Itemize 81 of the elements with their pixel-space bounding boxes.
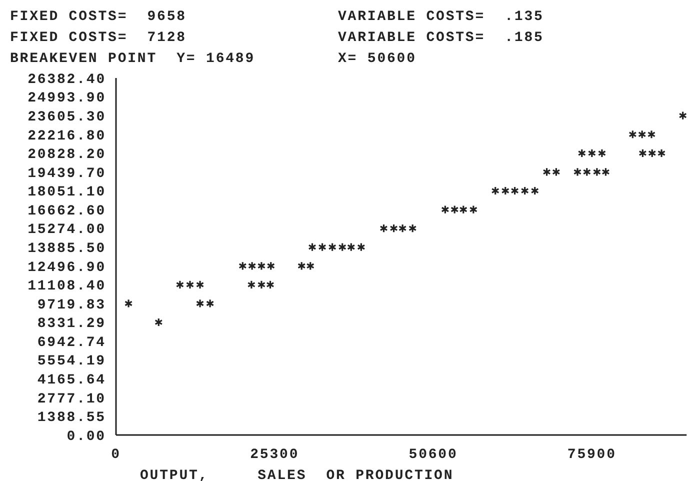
y-tick-label: 12496.90 bbox=[28, 260, 106, 276]
text: X= 50600 bbox=[338, 51, 416, 67]
point bbox=[598, 148, 606, 158]
point bbox=[628, 130, 637, 139]
text: FIXED COSTS= 9658 bbox=[10, 9, 186, 25]
point bbox=[196, 298, 204, 308]
point bbox=[238, 261, 247, 270]
text: VARIABLE COSTS= .185 bbox=[338, 30, 544, 46]
point bbox=[588, 148, 596, 158]
y-tick-label: 22216.80 bbox=[28, 128, 106, 144]
point bbox=[520, 186, 529, 196]
point bbox=[154, 318, 163, 327]
y-tick-label: 6942.74 bbox=[37, 334, 106, 351]
point bbox=[357, 242, 366, 252]
y-tick-label: 24993.90 bbox=[28, 90, 106, 107]
point bbox=[298, 261, 306, 270]
point bbox=[602, 167, 610, 177]
y-tick-label: 11108.40 bbox=[28, 278, 106, 295]
point bbox=[491, 186, 500, 196]
y-tick-label: 20828.20 bbox=[28, 147, 106, 164]
y-tick-label: 13885.50 bbox=[28, 241, 106, 258]
point bbox=[578, 148, 586, 158]
point bbox=[657, 148, 666, 158]
point bbox=[678, 110, 687, 120]
point bbox=[501, 186, 510, 196]
y-tick-label: 9719.83 bbox=[37, 297, 106, 314]
point bbox=[408, 224, 417, 233]
point bbox=[206, 298, 214, 308]
point bbox=[582, 167, 591, 177]
point bbox=[648, 148, 656, 158]
y-tick-label: 2777.10 bbox=[37, 391, 106, 408]
point bbox=[552, 167, 560, 177]
point bbox=[248, 261, 256, 270]
point bbox=[469, 204, 478, 214]
point bbox=[592, 167, 602, 177]
y-tick-label: 26382.40 bbox=[28, 72, 106, 88]
point bbox=[573, 167, 582, 177]
point bbox=[510, 186, 519, 196]
point bbox=[380, 224, 388, 233]
point bbox=[328, 242, 336, 252]
point bbox=[638, 148, 647, 158]
y-tick-label: 8331.29 bbox=[37, 316, 106, 332]
y-tick-label: 4165.64 bbox=[37, 372, 106, 389]
point bbox=[390, 224, 398, 233]
point bbox=[196, 280, 204, 290]
point bbox=[186, 280, 194, 290]
point bbox=[530, 186, 539, 196]
y-tick-label: 16662.60 bbox=[28, 203, 106, 220]
x-tick-label: 0 bbox=[111, 447, 121, 463]
point bbox=[398, 224, 407, 233]
point bbox=[176, 280, 184, 290]
point bbox=[257, 280, 266, 290]
point bbox=[247, 280, 256, 290]
point bbox=[647, 130, 656, 139]
point bbox=[306, 261, 314, 270]
text: VARIABLE COSTS= .135 bbox=[338, 9, 544, 25]
point bbox=[459, 204, 468, 214]
point bbox=[124, 298, 133, 308]
y-tick-label: 0.00 bbox=[66, 428, 106, 445]
x-tick-label: 25300 bbox=[250, 447, 300, 463]
y-tick-label: 19439.70 bbox=[28, 166, 106, 182]
y-tick-label: 18051.10 bbox=[28, 184, 106, 201]
point bbox=[338, 242, 346, 252]
x-tick-label: 75900 bbox=[567, 447, 616, 463]
point bbox=[318, 242, 326, 252]
point bbox=[542, 167, 551, 177]
y-tick-label: 5554.19 bbox=[37, 354, 106, 370]
x-tick-label: 50600 bbox=[408, 447, 458, 463]
text: BREAKEVEN POINT Y= 16489 bbox=[10, 51, 256, 67]
point bbox=[266, 261, 275, 270]
point bbox=[266, 280, 274, 290]
text: FIXED COSTS= 7128 bbox=[10, 30, 186, 46]
point bbox=[347, 242, 356, 252]
y-tick-label: 23605.30 bbox=[28, 109, 106, 126]
point bbox=[308, 242, 316, 252]
point bbox=[450, 204, 459, 214]
point bbox=[638, 130, 646, 139]
point bbox=[257, 261, 266, 270]
point bbox=[441, 204, 450, 214]
y-tick-label: 15274.00 bbox=[28, 222, 106, 238]
y-tick-label: 1388.55 bbox=[37, 410, 106, 426]
